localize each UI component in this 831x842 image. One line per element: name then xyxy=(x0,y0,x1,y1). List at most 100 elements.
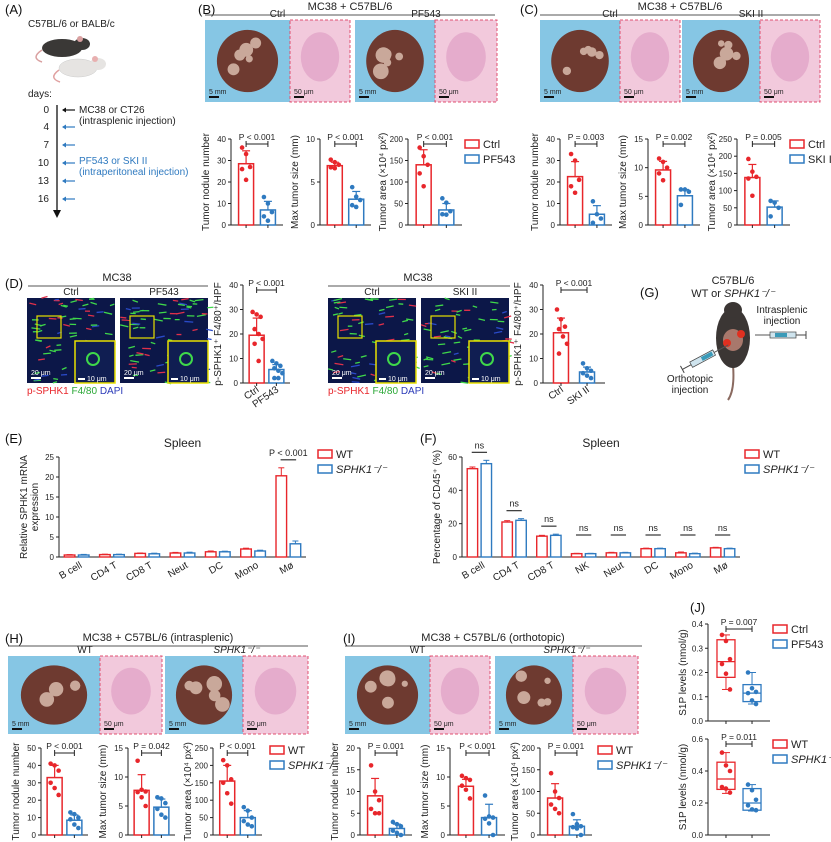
y-tick-label: 0.4 xyxy=(692,620,704,629)
data-point xyxy=(224,763,230,768)
cell-stain xyxy=(502,310,507,314)
data-point xyxy=(463,775,469,781)
legend-swatch xyxy=(317,449,333,459)
data-point xyxy=(719,661,725,667)
g-title-gene: SPHK1⁻/⁻ xyxy=(724,288,776,300)
tumor-nodule xyxy=(732,51,741,61)
data-point xyxy=(256,358,261,364)
data-point xyxy=(48,780,53,786)
cell-stain xyxy=(330,350,337,353)
cell-stain xyxy=(351,381,360,384)
bar xyxy=(98,553,111,558)
cell-stain xyxy=(179,352,193,366)
data-point xyxy=(556,351,562,356)
y-tick-label: 100 xyxy=(522,788,536,797)
cell-stain xyxy=(496,326,504,330)
event1-sublabel: (intrasplenic injection) xyxy=(79,116,176,127)
cell-stain xyxy=(357,374,367,378)
chart-e: 0 5 10 15 20 25 Relative SPHK1 mRNA expression S… xyxy=(19,436,308,584)
cell-stain xyxy=(85,327,92,331)
data-point xyxy=(163,815,168,820)
bar xyxy=(515,519,527,558)
data-point xyxy=(562,324,568,329)
cell-stain xyxy=(444,297,450,301)
tumor-nodule xyxy=(515,670,527,682)
y-tick-label: 10 xyxy=(27,814,36,823)
y-tick-label: 30 xyxy=(217,157,226,166)
arrowhead-icon xyxy=(62,178,66,184)
y-tick-label: 100 xyxy=(195,796,209,805)
data-point xyxy=(444,200,449,205)
data-point xyxy=(265,201,271,206)
data-point xyxy=(745,782,751,787)
tumor-nodule xyxy=(239,42,254,57)
cell-stain xyxy=(172,299,179,302)
data-point xyxy=(421,153,426,159)
data-point xyxy=(390,819,396,825)
data-point xyxy=(56,768,61,773)
chart-b: 0 5 10 Max tumor size (mm) P < 0.001 xyxy=(290,132,371,230)
y-tick-label: 40 xyxy=(546,135,555,144)
legend-label: SPHK1⁻/⁻ xyxy=(791,754,831,766)
cell-stain xyxy=(456,309,462,313)
bar xyxy=(536,535,548,558)
image-pair: 5 mm 50 μm Ctrl xyxy=(205,9,351,103)
bar xyxy=(112,553,125,558)
cell-stain xyxy=(139,309,144,312)
y-tick-label: 30 xyxy=(229,306,238,315)
orthotopic-label: Orthotopic xyxy=(667,374,713,385)
cell-stain xyxy=(378,323,385,326)
tumor-nodule xyxy=(719,46,734,61)
immunofluorescence-image: 20 μm 10 μm PF543 xyxy=(120,287,214,385)
data-point xyxy=(482,793,488,798)
y-tick-label: 15 xyxy=(114,744,123,753)
image-pair: 5 mm 50 μm SKI II xyxy=(682,9,821,103)
bar xyxy=(640,547,653,558)
data-point xyxy=(486,814,492,819)
data-point xyxy=(270,358,275,364)
data-point xyxy=(394,830,400,836)
inset-zoom xyxy=(74,340,116,384)
data-point xyxy=(336,162,342,168)
data-point xyxy=(247,164,253,170)
scale-bar-label: 50 μm xyxy=(624,89,644,96)
y-tick-label: 30 xyxy=(529,306,538,315)
data-point xyxy=(372,789,378,794)
cell-stain xyxy=(135,354,144,356)
histology-image xyxy=(429,655,491,735)
data-point xyxy=(440,211,445,217)
data-point xyxy=(444,212,449,217)
x-tick-label: Neut xyxy=(602,560,626,580)
cell-stain xyxy=(78,307,86,310)
cell-stain xyxy=(464,328,472,332)
data-point xyxy=(560,334,566,339)
bar xyxy=(675,552,687,558)
cell-stain xyxy=(455,313,461,316)
cell-stain xyxy=(442,351,452,354)
legend-swatch xyxy=(464,139,480,149)
y-tick-label: 40 xyxy=(229,281,238,290)
cell-stain xyxy=(462,327,468,330)
liver-specimen xyxy=(366,29,424,93)
cell-stain xyxy=(57,317,63,319)
y-tick-label: 0 xyxy=(453,553,458,562)
data-point xyxy=(598,216,604,221)
data-point xyxy=(588,368,594,374)
data-point xyxy=(749,698,755,703)
tumor-nodule xyxy=(717,40,725,47)
data-point xyxy=(159,812,164,817)
p-value: P = 0.003 xyxy=(568,132,605,142)
p-value: P = 0.001 xyxy=(548,741,585,751)
data-point xyxy=(482,816,488,822)
data-point xyxy=(678,187,684,192)
y-tick-label: 5 xyxy=(119,802,124,811)
cell-stain xyxy=(155,335,165,339)
scale-bar-label: 10 μm xyxy=(180,376,200,383)
y-axis-label: p-SPHK1⁺ F4/80⁺/HPF xyxy=(213,282,224,385)
data-point xyxy=(574,826,580,831)
data-point xyxy=(155,795,160,800)
liver-specimen xyxy=(356,665,419,725)
inset-zoom xyxy=(468,340,510,384)
scale-bar-label: 20 μm xyxy=(332,370,352,377)
data-point xyxy=(753,797,759,803)
